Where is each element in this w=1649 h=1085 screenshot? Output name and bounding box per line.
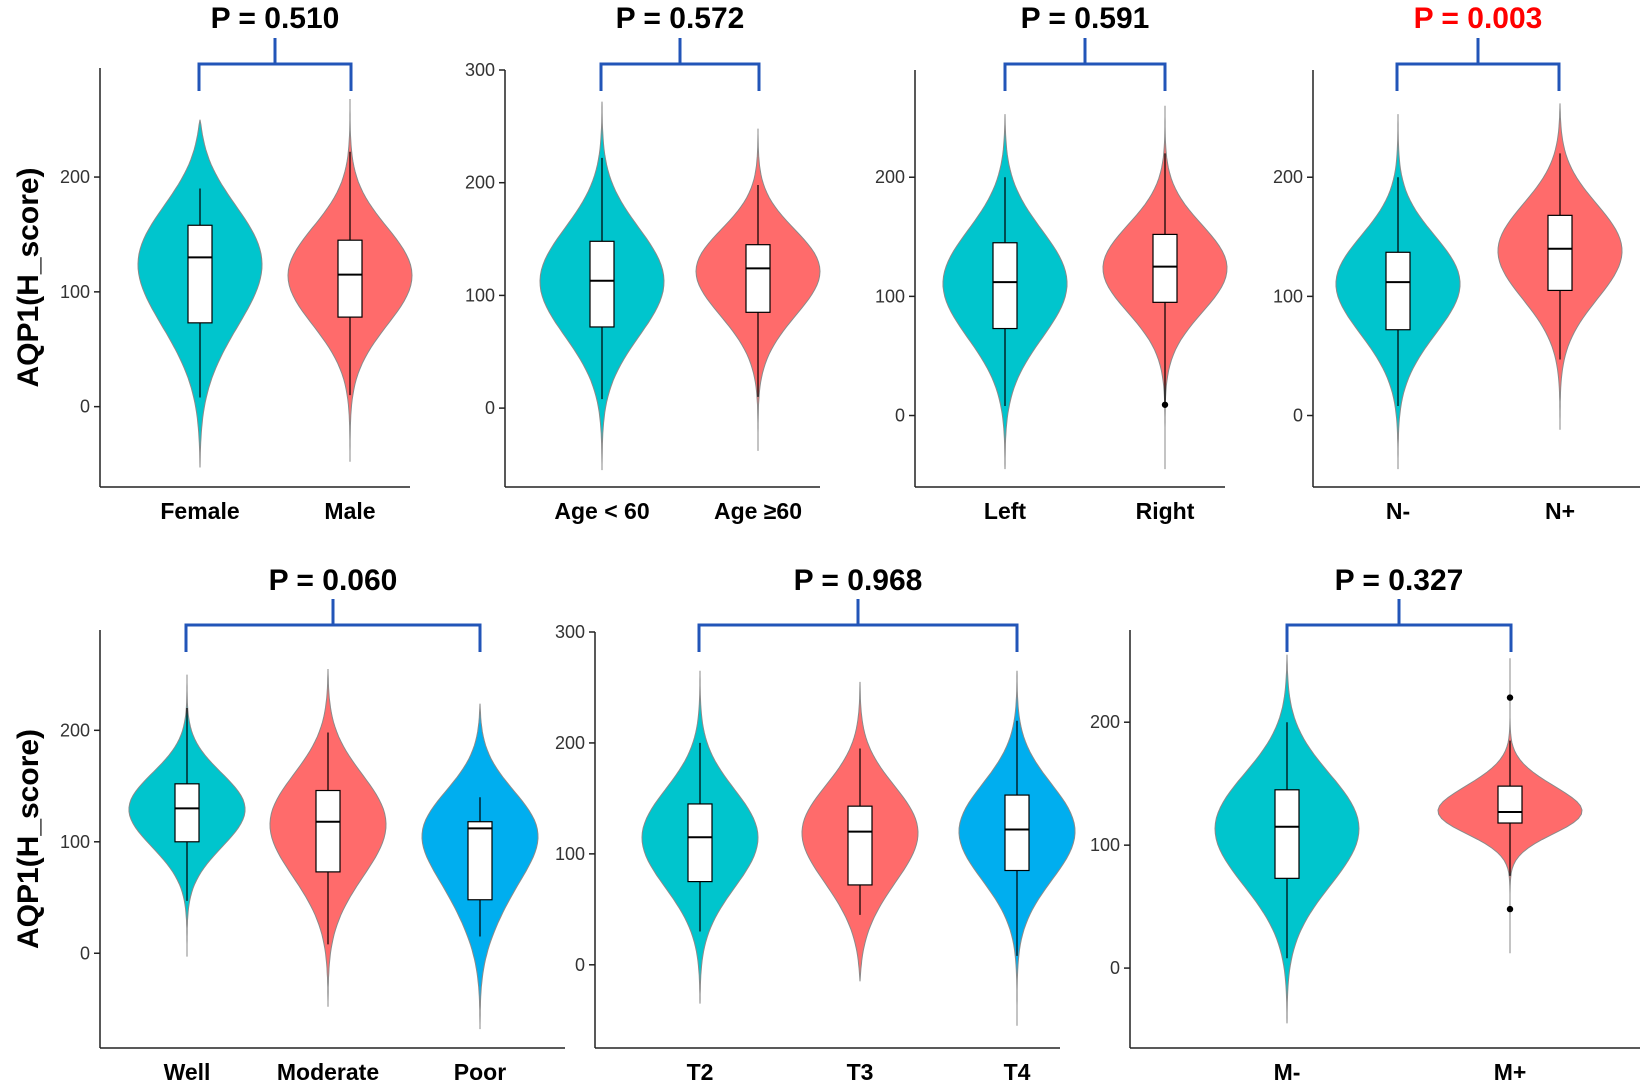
x-tick-label: Well	[164, 1059, 211, 1085]
y-tick-label: 0	[895, 406, 905, 426]
y-tick-label: 0	[1110, 958, 1120, 978]
chart-panel-3: 0 100 200 Left Right P = 0.591	[875, 2, 1228, 524]
box-iqr	[589, 240, 615, 328]
y-tick-label: 0	[80, 397, 90, 417]
y-tick-label: 0	[1293, 406, 1303, 426]
chart-panel-1: 0 100 200 AQP1(H_score) Female Male P = 0.510	[12, 2, 413, 524]
y-tick-label: 300	[465, 60, 495, 80]
y-axis-label: AQP1(H_score)	[12, 167, 45, 387]
p-value-label: P = 0.003	[1414, 2, 1543, 35]
box-iqr	[1385, 251, 1411, 331]
p-value-label: P = 0.327	[1335, 564, 1464, 597]
box-iqr	[174, 783, 200, 843]
outlier-point	[1506, 905, 1514, 913]
p-value-label: P = 0.968	[794, 564, 923, 597]
chart-panel-2: 0 100 200 300 Age < 60 Age ≥60 P = 0.572	[465, 2, 821, 524]
comparison-bracket	[1285, 623, 1513, 652]
y-tick-label: 100	[1273, 286, 1303, 306]
comparison-bracket	[197, 62, 353, 91]
y-tick-label: 100	[555, 844, 585, 864]
y-tick-label: 0	[485, 398, 495, 418]
y-tick-label: 200	[1273, 167, 1303, 187]
y-tick-label: 100	[60, 282, 90, 302]
box-iqr	[847, 805, 873, 886]
y-tick-label: 300	[555, 622, 585, 642]
x-tick-label: Right	[1136, 498, 1195, 524]
chart-panel-4: 0 100 200 N- N+ P = 0.003	[1273, 2, 1640, 524]
comparison-bracket	[697, 623, 1019, 652]
y-tick-label: 200	[555, 733, 585, 753]
box-iqr	[745, 244, 771, 313]
y-tick-label: 200	[60, 720, 90, 740]
x-tick-label: Male	[324, 498, 375, 524]
x-tick-label: Left	[984, 498, 1027, 524]
chart-panel-7: 0 100 200 M- M+ P = 0.327	[1090, 564, 1640, 1085]
chart-panel-5: 0 100 200 AQP1(H_score) Well Moderate Poor P = …	[12, 564, 565, 1085]
x-tick-label: M-	[1274, 1059, 1301, 1085]
box-iqr	[687, 803, 713, 883]
box-iqr	[1152, 233, 1178, 303]
box-iqr	[1497, 785, 1523, 824]
p-value-label: P = 0.060	[269, 564, 398, 597]
x-tick-label: M+	[1494, 1059, 1527, 1085]
y-tick-label: 100	[1090, 835, 1120, 855]
box-iqr	[1004, 794, 1030, 872]
box-iqr	[1547, 214, 1573, 292]
x-tick-label: T4	[1004, 1059, 1031, 1085]
outlier-point	[1506, 694, 1514, 701]
y-tick-label: 100	[465, 285, 495, 305]
x-tick-label: Poor	[454, 1059, 506, 1085]
x-tick-label: N+	[1545, 498, 1575, 524]
y-tick-label: 100	[60, 832, 90, 852]
comparison-bracket	[184, 623, 482, 652]
x-tick-label: Moderate	[277, 1059, 379, 1085]
x-tick-label: Age < 60	[554, 498, 649, 524]
outlier-point	[1161, 401, 1169, 408]
p-value-label: P = 0.572	[616, 2, 745, 35]
comparison-bracket	[1003, 62, 1167, 91]
chart-panel-6: 0 100 200 300 T2 T3 T4 P = 0.968	[555, 564, 1076, 1085]
x-tick-label: T2	[687, 1059, 714, 1085]
y-axis-label: AQP1(H_score)	[12, 729, 45, 949]
box-iqr	[992, 242, 1018, 330]
x-tick-label: N-	[1386, 498, 1410, 524]
y-tick-label: 100	[875, 286, 905, 306]
y-tick-label: 200	[60, 167, 90, 187]
box-iqr	[1274, 789, 1300, 879]
comparison-bracket	[1395, 62, 1561, 91]
box-iqr	[467, 821, 493, 901]
box-iqr	[337, 239, 363, 318]
box-iqr	[187, 224, 213, 324]
p-value-label: P = 0.591	[1021, 2, 1150, 35]
x-tick-label: Female	[160, 498, 239, 524]
comparison-bracket	[599, 62, 761, 91]
y-tick-label: 0	[80, 943, 90, 963]
box-iqr	[315, 789, 341, 873]
y-tick-label: 200	[1090, 712, 1120, 732]
y-tick-label: 200	[465, 173, 495, 193]
x-tick-label: T3	[847, 1059, 874, 1085]
y-tick-label: 200	[875, 167, 905, 187]
p-value-label: P = 0.510	[211, 2, 340, 35]
y-tick-label: 0	[575, 955, 585, 975]
x-tick-label: Age ≥60	[714, 498, 802, 524]
